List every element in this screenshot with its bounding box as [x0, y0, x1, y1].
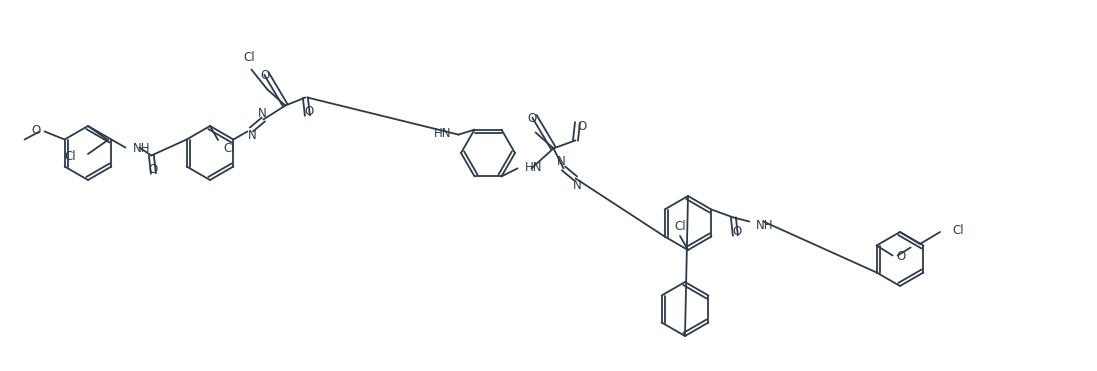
- Text: O: O: [305, 105, 314, 118]
- Text: O: O: [31, 124, 41, 137]
- Text: O: O: [577, 120, 586, 133]
- Text: N: N: [248, 129, 257, 142]
- Text: N: N: [573, 179, 581, 192]
- Text: Cl: Cl: [244, 51, 256, 64]
- Text: O: O: [527, 112, 536, 125]
- Text: HN: HN: [434, 127, 452, 140]
- Text: HN: HN: [524, 161, 542, 174]
- Text: N: N: [557, 155, 566, 168]
- Text: Cl: Cl: [675, 220, 686, 233]
- Text: NH: NH: [756, 219, 773, 232]
- Text: Cl: Cl: [952, 223, 963, 236]
- Text: O: O: [733, 225, 742, 238]
- Text: Cl: Cl: [65, 150, 76, 162]
- Text: Cl: Cl: [223, 141, 235, 154]
- Text: O: O: [896, 250, 905, 263]
- Text: O: O: [149, 163, 158, 176]
- Text: NH: NH: [133, 142, 150, 155]
- Text: N: N: [258, 107, 267, 120]
- Text: O: O: [261, 69, 270, 82]
